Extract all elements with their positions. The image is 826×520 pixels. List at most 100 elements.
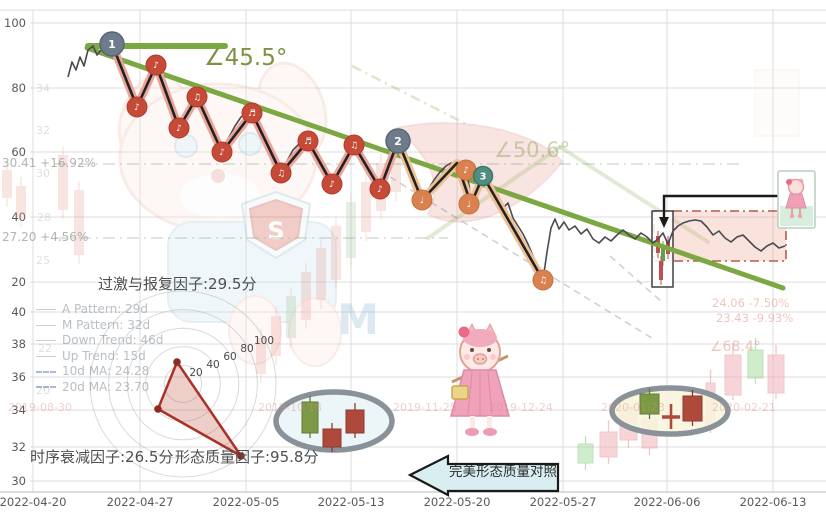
- pattern-note-marker: [321, 173, 343, 195]
- svg-text:♪: ♪: [219, 148, 225, 158]
- svg-text:40: 40: [11, 210, 26, 224]
- pattern-note-marker: [343, 134, 365, 156]
- svg-text:♪: ♪: [377, 185, 383, 195]
- price-flag-low: 27.20 +4.56%: [2, 230, 89, 244]
- svg-text:40: 40: [206, 359, 219, 371]
- svg-text:80: 80: [11, 81, 26, 95]
- svg-text:22: 22: [38, 342, 52, 355]
- legend-marker-icon: [36, 309, 56, 310]
- watermark-date: 2019-10-18: [258, 401, 322, 414]
- pattern-point-1: [99, 31, 125, 57]
- pattern-note-marker: [369, 178, 391, 200]
- price-faint-label-1: 24.06 -7.50%: [712, 296, 790, 310]
- svg-text:♪: ♪: [329, 180, 335, 190]
- svg-text:2022-04-27: 2022-04-27: [107, 495, 174, 509]
- watermark-dates: 2019-08-30 2019-10-18 2019-11-25 2019-12-24…: [0, 401, 826, 415]
- legend-item: M Pattern: 32d: [36, 318, 163, 334]
- svg-text:S: S: [267, 217, 284, 245]
- legend-marker-icon: [36, 324, 56, 326]
- svg-text:2022-06-13: 2022-06-13: [740, 495, 807, 509]
- pattern-point-2: [385, 128, 411, 154]
- pattern-zigzag-2: [396, 140, 545, 281]
- svg-text:32: 32: [11, 440, 26, 454]
- svg-text:2022-04-20: 2022-04-20: [0, 495, 66, 509]
- factor-decay-label: 时序衰减因子:26.5分: [30, 448, 174, 466]
- dog-watermark: SM: [117, 61, 800, 367]
- legend-item: Up Trend: 15d: [36, 349, 163, 365]
- svg-text:♪: ♪: [463, 166, 469, 176]
- watermark-dashdot-line: [351, 64, 471, 128]
- pattern-note-marker: [532, 269, 554, 291]
- svg-text:♫: ♫: [350, 141, 358, 151]
- legend-marker-icon: [36, 386, 56, 388]
- pattern-note-marker: [458, 193, 480, 215]
- svg-text:28: 28: [37, 211, 51, 224]
- angle-label-main: ∠45.5°: [204, 45, 288, 71]
- pattern-note-marker: [297, 130, 319, 152]
- watermark-date: 2019-08-30: [8, 401, 72, 414]
- svg-text:100: 100: [254, 335, 274, 347]
- svg-text:80: 80: [240, 343, 253, 355]
- svg-text:30: 30: [36, 167, 50, 180]
- factor-overshoot-label: 过激与报复因子:29.5分: [98, 275, 257, 293]
- pattern-markers: ♪ ♪ ♫ ♪ ♬ ♪ ♬ ♫ ♫ ♪ ♪ ♩ ♪ ♩ ♫ 1 2 3: [99, 31, 554, 291]
- character-card: [777, 170, 816, 229]
- svg-text:3: 3: [480, 172, 487, 183]
- axis-labels: 100806040204038363432302022-04-202022-04…: [0, 16, 806, 509]
- price-flag-high: 30.41 +16.92%: [2, 156, 96, 170]
- pattern-note-marker: [168, 117, 190, 139]
- svg-text:40: 40: [11, 305, 26, 319]
- svg-text:♪: ♪: [153, 61, 159, 71]
- svg-text:♩: ♩: [467, 200, 471, 210]
- svg-text:20: 20: [189, 367, 202, 379]
- angle-label-secondary: ∠50.6°: [494, 138, 571, 162]
- svg-text:1: 1: [108, 38, 116, 51]
- svg-text:34: 34: [36, 82, 50, 95]
- svg-text:34: 34: [11, 403, 26, 417]
- svg-text:♪: ♪: [134, 103, 140, 113]
- watermark-candles: [2, 139, 401, 383]
- watermark-date: 2020-02-21: [712, 401, 776, 414]
- pattern-note-marker: [211, 141, 233, 163]
- svg-text:32: 32: [36, 124, 50, 137]
- pig-character: [450, 322, 510, 436]
- pattern-note-marker: [411, 189, 433, 211]
- pattern-note-marker: [241, 102, 263, 124]
- watermark-date: 2019-11-25: [393, 401, 457, 414]
- svg-text:38: 38: [11, 337, 26, 351]
- watermark-date: 2020-01-23: [601, 401, 665, 414]
- svg-text:30: 30: [11, 474, 26, 488]
- pattern-note-marker: [126, 96, 148, 118]
- pattern-point-3: [472, 165, 494, 187]
- svg-text:2022-05-13: 2022-05-13: [318, 495, 385, 509]
- callout-arrow: [407, 454, 560, 497]
- svg-text:2: 2: [394, 135, 402, 148]
- pattern-legend: A Pattern: 29d M Pattern: 32d Down Trend: …: [36, 302, 163, 395]
- radar-triangle: [156, 360, 243, 458]
- callout-label: 完美形态质量对照: [449, 464, 557, 480]
- svg-text:36: 36: [11, 370, 26, 384]
- pattern-note-marker: [270, 162, 292, 184]
- svg-text:20: 20: [11, 275, 26, 289]
- angle-label-faint: ∠68.4°: [710, 339, 761, 355]
- legend-item: 20d MA: 23.70: [36, 380, 163, 396]
- legend-item: A Pattern: 29d: [36, 302, 163, 318]
- svg-text:60: 60: [223, 351, 236, 363]
- svg-text:♬: ♬: [248, 109, 256, 119]
- legend-marker-icon: [36, 355, 56, 357]
- trend-line-diagonal: [84, 45, 786, 291]
- svg-text:2022-05-27: 2022-05-27: [530, 495, 597, 509]
- watermark-pattern-line: [558, 145, 710, 244]
- target-zone-box: [653, 210, 787, 262]
- watermark-date: 2019-12-24: [489, 401, 553, 414]
- svg-text:♫: ♫: [539, 276, 547, 286]
- measure-bracket: [662, 194, 778, 223]
- legend-item: 10d MA: 24.28: [36, 364, 163, 380]
- svg-text:♫: ♫: [277, 169, 285, 179]
- svg-text:♪: ♪: [176, 124, 182, 134]
- svg-text:♩: ♩: [420, 196, 424, 206]
- price-faint-label-2: 23.43 -9.93%: [716, 311, 794, 325]
